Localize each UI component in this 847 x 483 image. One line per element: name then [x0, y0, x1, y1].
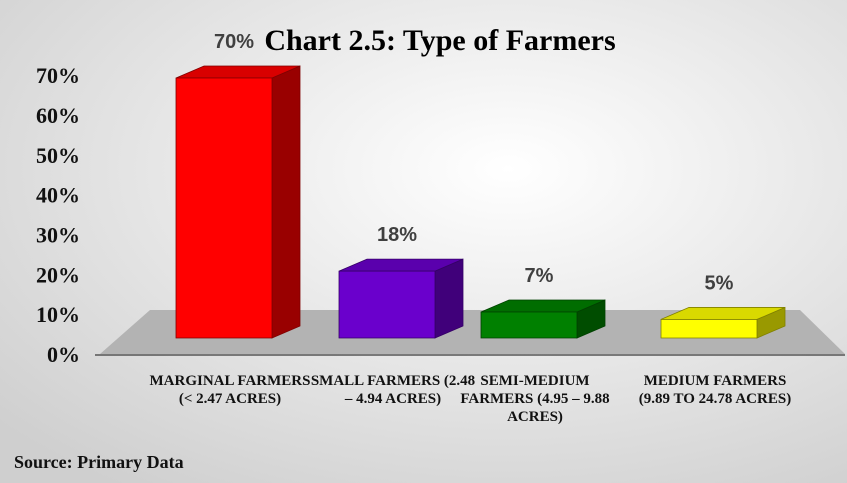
bar	[175, 65, 301, 339]
chart-title: Chart 2.5: Type of Farmers	[264, 24, 615, 57]
bar	[480, 299, 606, 339]
y-tick-label: 20%	[36, 262, 80, 287]
value-label: 70%	[214, 31, 254, 53]
x-tick-label: SMALL FARMERS (2.48 – 4.94 ACRES)	[310, 373, 476, 407]
x-tick-label: MARGINAL FARMERS (< 2.47 ACRES)	[149, 373, 311, 407]
value-label: 7%	[525, 265, 554, 287]
source: Source: Primary Data	[14, 452, 184, 472]
y-tick-label: 30%	[36, 222, 80, 247]
bar-face	[480, 311, 578, 339]
bar-face	[338, 270, 436, 339]
y-tick-label: 60%	[36, 103, 80, 128]
y-tick-label: 0%	[47, 342, 80, 367]
bar	[338, 258, 464, 339]
y-tick-label: 10%	[36, 302, 80, 327]
value-label: 5%	[705, 272, 734, 294]
bar-face	[660, 319, 758, 339]
bar-face	[271, 65, 301, 339]
bar	[660, 306, 786, 339]
value-label: 18%	[377, 224, 417, 246]
y-tick-label: 50%	[36, 143, 80, 168]
y-tick-label: 40%	[36, 183, 80, 208]
bar-face	[434, 258, 464, 339]
x-tick-label: MEDIUM FARMERS (9.89 TO 24.78 ACRES)	[638, 373, 792, 407]
x-tick-label: SEMI-MEDIUM FARMERS (4.95 – 9.88 ACRES)	[460, 373, 610, 425]
y-tick-label: 70%	[36, 63, 80, 88]
bar-face	[175, 77, 273, 339]
